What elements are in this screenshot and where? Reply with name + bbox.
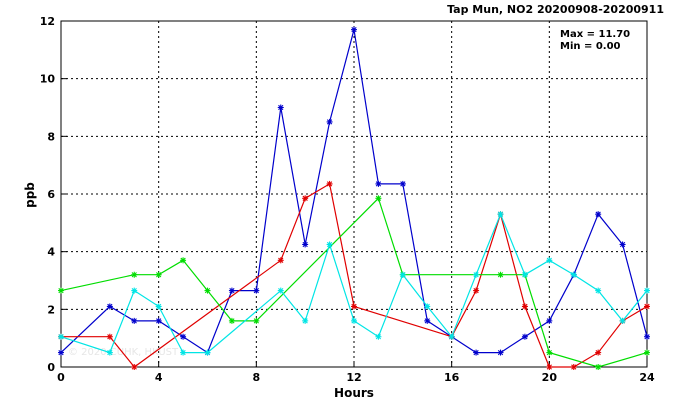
data-point: [448, 333, 455, 340]
data-point: [546, 349, 553, 356]
data-point: [106, 349, 113, 356]
data-point: [228, 287, 235, 294]
data-point: [521, 271, 528, 278]
y-tick-label: 12: [40, 15, 55, 28]
data-point: [277, 257, 284, 264]
data-point: [131, 364, 138, 370]
data-point: [228, 317, 235, 324]
y-tick-label: 2: [47, 303, 55, 316]
y-tick-label: 6: [47, 188, 55, 201]
data-point: [326, 180, 333, 187]
data-point: [302, 317, 309, 324]
data-point: [619, 241, 626, 248]
watermark: © 2020 CUHK, HKUST: [68, 347, 179, 358]
data-point: [424, 303, 431, 310]
y-axis-label: ppb: [23, 182, 37, 208]
data-point: [131, 287, 138, 294]
data-point: [497, 211, 504, 218]
data-point: [253, 287, 260, 294]
data-point: [106, 303, 113, 310]
y-tick-label: 0: [47, 361, 55, 374]
x-tick-label: 16: [444, 371, 460, 384]
data-point: [58, 287, 64, 294]
data-point: [302, 195, 309, 202]
data-point: [399, 271, 406, 278]
data-point: [180, 333, 187, 340]
x-tick-label: 4: [155, 371, 163, 384]
data-point: [155, 303, 162, 310]
data-point: [521, 333, 528, 340]
data-point: [277, 104, 284, 111]
x-tick-label: 8: [253, 371, 261, 384]
data-point: [277, 287, 284, 294]
data-point: [644, 303, 650, 310]
data-point: [546, 364, 553, 370]
x-tick-label: 0: [57, 371, 65, 384]
data-point: [473, 271, 480, 278]
data-point: [424, 317, 431, 324]
data-point: [326, 118, 333, 125]
series-line: [61, 182, 648, 368]
data-point: [375, 195, 382, 202]
data-point: [375, 180, 382, 187]
data-point: [351, 317, 357, 324]
y-tick-label: 8: [47, 130, 55, 143]
data-point: [473, 349, 480, 356]
data-point: [180, 257, 187, 264]
data-point: [204, 287, 211, 294]
data-point: [131, 271, 138, 278]
data-point: [106, 333, 113, 340]
data-point: [497, 271, 504, 278]
data-point: [497, 349, 504, 356]
data-point: [155, 317, 162, 324]
data-point: [204, 349, 211, 356]
data-point: [546, 257, 553, 264]
data-point: [58, 333, 64, 340]
series-line: [60, 197, 648, 368]
y-tick-label: 10: [40, 73, 56, 86]
data-point: [595, 287, 602, 294]
data-point: [375, 333, 382, 340]
data-point: [546, 317, 553, 324]
series-4: [58, 211, 650, 356]
grid-lines: [61, 21, 647, 367]
data-point: [570, 271, 577, 278]
min-stat: Min = 0.00: [560, 41, 621, 52]
data-point: [58, 349, 64, 356]
data-point: [351, 303, 357, 310]
series-2: [58, 180, 650, 370]
data-point: [521, 303, 528, 310]
data-point: [595, 349, 602, 356]
data-point: [351, 26, 357, 33]
series-layer: [58, 26, 650, 370]
data-point: [473, 287, 480, 294]
series-line: [60, 212, 648, 354]
x-tick-label: 20: [542, 371, 558, 384]
y-tick-label: 4: [47, 246, 55, 259]
data-point: [155, 271, 162, 278]
data-point: [399, 180, 406, 187]
data-point: [131, 317, 138, 324]
data-point: [595, 211, 602, 218]
x-tick-label: 24: [639, 371, 655, 384]
data-point: [619, 317, 626, 324]
data-point: [180, 349, 187, 356]
data-point: [570, 364, 577, 370]
chart-title: Tap Mun, NO2 20200908-20200911: [447, 3, 664, 16]
x-tick-label: 12: [346, 371, 361, 384]
data-point: [302, 241, 309, 248]
data-point: [644, 287, 650, 294]
x-axis-label: Hours: [334, 386, 374, 400]
data-point: [595, 364, 602, 370]
max-stat: Max = 11.70: [560, 29, 630, 40]
data-point: [253, 317, 260, 324]
data-point: [644, 349, 650, 356]
data-point: [326, 241, 333, 248]
data-point: [644, 333, 650, 340]
